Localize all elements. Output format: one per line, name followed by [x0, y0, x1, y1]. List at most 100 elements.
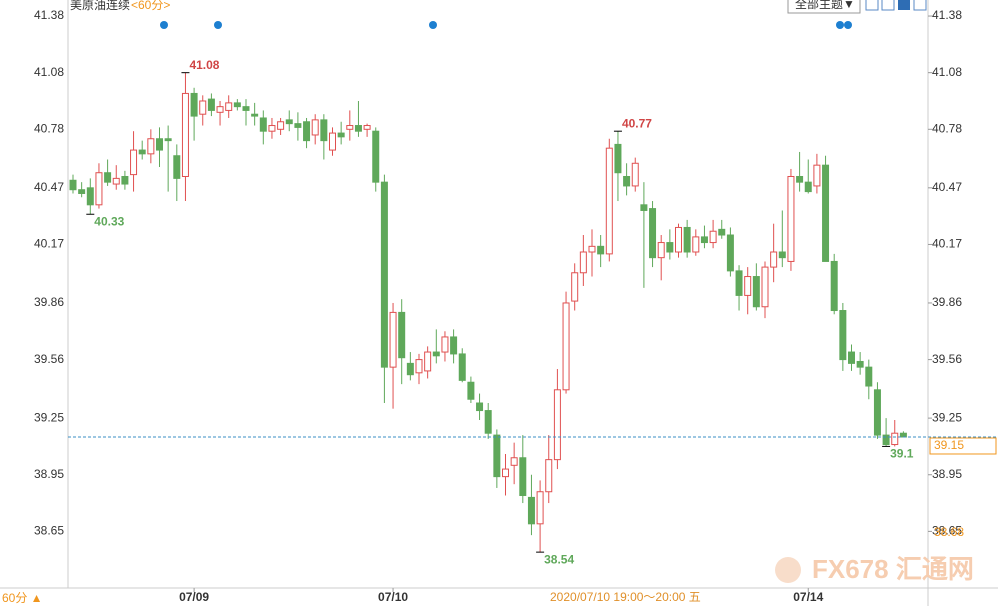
candle-body [112, 177, 120, 185]
candle-body [311, 119, 319, 136]
candle-body [830, 260, 838, 312]
y-tick-label-right: 39.25 [932, 410, 962, 424]
candle-body [848, 351, 855, 364]
y-tick-label-right: 38.65 [932, 524, 962, 538]
candle-body [363, 125, 371, 130]
theme-button[interactable]: 全部主题▼ [795, 0, 855, 11]
candle-body [839, 310, 847, 361]
candle-body [882, 434, 890, 446]
candle-body [813, 164, 821, 187]
theme-button-box[interactable] [787, 0, 861, 14]
y-tick-label: 38.95 [34, 467, 64, 481]
x-tick-label: 07/14 [793, 590, 823, 604]
candle-body [277, 121, 285, 130]
candle-body [484, 410, 492, 434]
y-tick-label: 38.65 [34, 524, 64, 538]
candle-body [770, 251, 778, 268]
candle-body [190, 92, 198, 117]
candle-body [579, 251, 587, 274]
candle-body [389, 311, 397, 368]
candle-body [718, 228, 726, 236]
candle-body [251, 113, 259, 117]
y-tick-label: 41.08 [34, 65, 64, 79]
y-tick-label: 41.38 [34, 8, 64, 22]
event-markers[interactable] [160, 21, 852, 29]
candle-body [303, 121, 311, 142]
candle-body [78, 189, 86, 194]
candle-body [796, 175, 804, 183]
candle-body [873, 389, 881, 436]
candle-body [441, 336, 449, 353]
candle-body [380, 181, 388, 368]
candle-body [130, 149, 138, 176]
candle-body [346, 125, 354, 130]
candle-body [527, 496, 535, 525]
y-tick-label: 39.56 [34, 352, 64, 366]
period-label: <60分> [131, 0, 170, 12]
watermark-logo [775, 557, 801, 583]
toolbar-icons[interactable] [865, 0, 927, 11]
candle-body [536, 491, 544, 525]
candle-body [804, 181, 812, 193]
candle-body [787, 175, 795, 262]
candle-body [709, 230, 717, 244]
candle-body [692, 236, 700, 253]
candle-body [649, 208, 657, 259]
x-tick-label: 07/10 [378, 590, 408, 604]
candle-body [285, 119, 293, 125]
candle-body [683, 226, 691, 253]
candle-body [216, 106, 224, 113]
candle-body [156, 138, 163, 151]
candle-body [268, 125, 276, 132]
y-tick-label: 40.17 [34, 237, 64, 251]
candle-body [571, 272, 579, 302]
y-tick-label-right: 40.47 [932, 180, 962, 194]
y-tick-label: 39.25 [34, 410, 64, 424]
low-annotation: 40.33 [94, 214, 124, 228]
candle-body [329, 132, 336, 151]
candle-body [510, 457, 518, 466]
high-annotation: 40.77 [622, 116, 652, 130]
candle-body [640, 204, 648, 211]
candle-body [476, 402, 484, 412]
high-annotation: 41.08 [189, 58, 219, 72]
candle-body [735, 270, 743, 296]
x-tick-label: 07/09 [179, 590, 209, 604]
candle-body [761, 266, 769, 308]
candle-body [519, 457, 527, 497]
candle-body [553, 389, 561, 461]
y-tick-label-right: 38.95 [932, 467, 962, 481]
y-tick-label-right: 41.38 [932, 8, 962, 22]
candle-body [623, 175, 631, 187]
period-switch[interactable]: 60分 ▲ [2, 591, 43, 605]
candle-body [545, 459, 553, 493]
y-tick-label-right: 39.86 [932, 295, 962, 309]
candle-body [86, 187, 94, 206]
time-caption: 2020/07/10 19:00～20:00 五 [550, 590, 701, 604]
candle-body [752, 276, 760, 308]
candle-body [493, 434, 501, 478]
candle-body [502, 468, 509, 478]
last-price-label: 39.15 [934, 438, 964, 452]
candle-body [614, 143, 622, 174]
candle-body [242, 106, 250, 111]
candle-body [233, 102, 241, 108]
candle-body [744, 276, 752, 296]
candle-body [700, 236, 708, 244]
y-tick-label-right: 40.17 [932, 237, 962, 251]
candle-body [605, 147, 613, 255]
y-tick-label: 40.47 [34, 180, 64, 194]
candle-body [726, 234, 734, 272]
chart-title: 美原油连续 [70, 0, 130, 12]
y-tick-label-right: 41.08 [932, 65, 962, 79]
candle-body [588, 245, 596, 253]
candle-body [259, 117, 267, 132]
candle-body [294, 123, 302, 128]
candle-body [675, 226, 682, 253]
candle-body [121, 175, 129, 185]
candle-body [95, 172, 103, 206]
y-tick-label-right: 39.56 [932, 352, 962, 366]
candle-body [354, 125, 362, 132]
